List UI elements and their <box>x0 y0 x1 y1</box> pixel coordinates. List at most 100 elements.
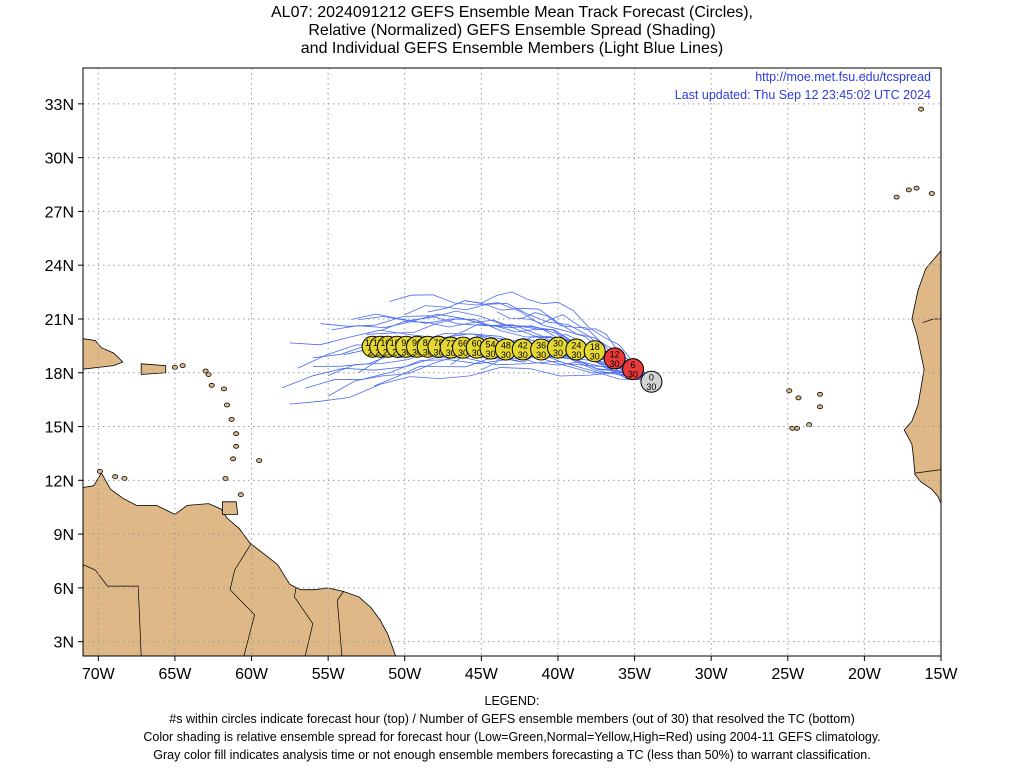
forecast-hour-label: 18 <box>590 342 600 352</box>
country-border <box>336 591 344 656</box>
x-tick-label: 45W <box>465 666 499 683</box>
member-count-label: 30 <box>472 348 482 358</box>
ensemble-member-line <box>465 291 651 381</box>
south-america-landmass <box>83 472 397 656</box>
x-tick-label: 25W <box>771 666 805 683</box>
island <box>228 416 235 422</box>
forecast-hour-label: 30 <box>553 339 563 349</box>
member-count-label: 30 <box>553 348 563 358</box>
forecast-hour-label: 84 <box>423 338 433 348</box>
axis-ticks: 70W 65W 60W 55W 50W 45W 40W 35W 30W 25W 20W 15W 3N 6N… <box>45 97 959 683</box>
island <box>230 456 237 462</box>
x-tick-label: 55W <box>312 666 346 683</box>
source-url-link[interactable]: http://moe.met.fsu.edu/tcspread <box>755 70 931 84</box>
trinidad-landmass <box>221 501 239 515</box>
forecast-hour-label: 72 <box>446 339 456 349</box>
y-tick-label: 12N <box>45 473 74 490</box>
track-point-hour-6[interactable]: 630 <box>622 358 645 381</box>
forecast-hour-label: 12 <box>610 349 620 359</box>
island <box>795 395 802 401</box>
y-tick-label: 33N <box>45 97 74 114</box>
x-tick-label: 20W <box>848 666 882 683</box>
x-tick-label: 60W <box>235 666 269 683</box>
y-tick-label: 9N <box>54 527 74 544</box>
x-tick-label: 15W <box>925 666 959 683</box>
island <box>960 183 965 187</box>
map-frame <box>82 67 942 657</box>
island <box>112 474 119 480</box>
island <box>233 431 240 437</box>
track-map: 1202911429108291022996309030843078307230… <box>45 67 965 683</box>
x-tick-label: 65W <box>158 666 192 683</box>
west-africa-landmass <box>903 250 941 504</box>
island <box>928 191 935 196</box>
island <box>202 368 209 374</box>
forecast-hour-label: 54 <box>486 340 496 350</box>
island <box>789 425 796 431</box>
title-line-3: and Individual GEFS Ensemble Members (Li… <box>300 40 724 57</box>
forecast-hour-label: 78 <box>433 338 443 348</box>
forecast-hour-label: 42 <box>518 340 528 350</box>
forecast-hour-label: 66 <box>458 339 468 349</box>
ensemble-member-line <box>289 367 650 405</box>
track-circle <box>583 340 606 363</box>
member-count-label: 30 <box>412 347 422 357</box>
track-point-hour-0[interactable]: 030 <box>640 370 663 393</box>
member-count-label: 30 <box>518 350 528 360</box>
island <box>817 391 824 397</box>
island <box>786 388 793 394</box>
member-count-label: 30 <box>433 347 443 357</box>
x-tick-label: 30W <box>695 666 729 683</box>
track-circle <box>622 358 645 381</box>
member-count-label: 30 <box>486 349 496 359</box>
x-tick-label: 70W <box>82 666 116 683</box>
x-tick-label: 50W <box>388 666 422 683</box>
hispaniola-landmass <box>83 338 124 370</box>
forecast-hour-label: 36 <box>536 340 546 350</box>
island <box>893 194 900 200</box>
forecast-hour-label: 48 <box>501 340 511 350</box>
country-border <box>229 542 255 656</box>
last-updated-text: Last updated: Thu Sep 12 23:45:02 UTC 20… <box>675 88 931 102</box>
puerto-rico-landmass <box>140 363 167 375</box>
legend-heading: LEGEND: <box>484 694 540 708</box>
title-line-2: Relative (Normalized) GEFS Ensemble Spre… <box>308 22 716 39</box>
island <box>220 386 227 392</box>
track-circle <box>640 370 663 393</box>
y-tick-label: 3N <box>54 635 74 652</box>
member-count-label: 30 <box>423 347 433 357</box>
country-border <box>294 587 314 656</box>
y-tick-label: 21N <box>45 312 74 329</box>
forecast-hour-label: 0 <box>649 373 654 383</box>
island <box>913 185 920 191</box>
legend-line-1: #s within circles indicate forecast hour… <box>169 712 855 726</box>
island <box>96 468 103 474</box>
ensemble-member-line <box>351 313 651 381</box>
island <box>179 363 186 369</box>
y-tick-label: 30N <box>45 151 74 168</box>
island <box>918 106 925 112</box>
title-line-1: AL07: 2024091212 GEFS Ensemble Mean Trac… <box>271 4 753 21</box>
y-tick-label: 15N <box>45 420 74 437</box>
legend-line-2: Color shading is relative ensemble sprea… <box>143 730 881 744</box>
island <box>222 476 229 481</box>
island <box>223 402 230 408</box>
country-border <box>914 469 941 474</box>
x-tick-label: 40W <box>542 666 576 683</box>
island <box>237 492 244 498</box>
x-tick-label: 35W <box>618 666 652 683</box>
country-border <box>83 564 142 656</box>
legend-line-3: Gray color fill indicates analysis time … <box>153 748 871 762</box>
track-circle <box>603 347 626 370</box>
member-count-label: 30 <box>590 352 600 362</box>
member-count-label: 30 <box>536 350 546 360</box>
forecast-hour-label: 6 <box>631 360 636 370</box>
member-count-label: 30 <box>610 359 620 369</box>
island <box>817 404 824 410</box>
